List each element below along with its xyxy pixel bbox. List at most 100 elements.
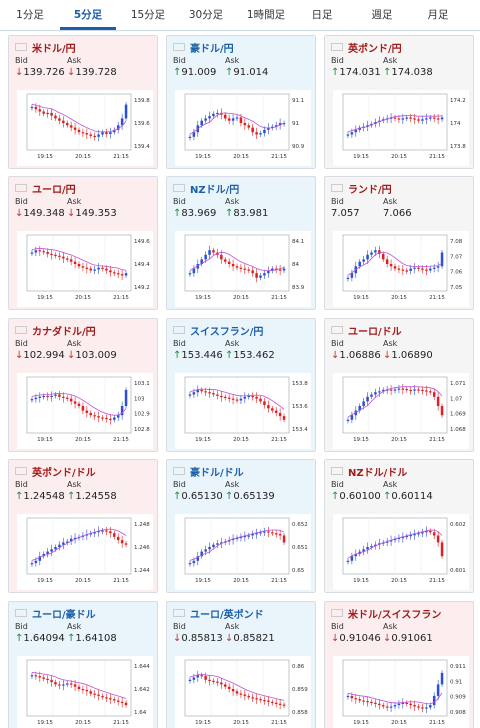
mini-chart[interactable]: 0.652 0.651 0.65 19:15 20:15 21:15	[175, 514, 311, 590]
bid-value: 0.65130	[181, 491, 223, 502]
currency-pair[interactable]: 豪ドル/円	[190, 43, 234, 55]
rate-card[interactable]: 米ドル/円 Bid Ask ↓139.726 ↓139.728 139.8 139.6 139…	[8, 35, 158, 169]
rate-card[interactable]: NZドル/円 Bid Ask ↑83.969 ↑83.981 84.1 84 83.9 19:1…	[166, 176, 316, 310]
candle-body	[239, 117, 243, 123]
rate-card[interactable]: ランド/円 Bid Ask 7.057 7.066 7.08 7.07 7.06 7.05 19:…	[324, 176, 474, 310]
currency-pair[interactable]: ユーロ/英ポンド	[190, 609, 264, 621]
candle-body	[346, 419, 350, 421]
candle-body	[239, 267, 243, 269]
card-header: 米ドル/スイスフラン	[331, 606, 442, 621]
candle-body	[120, 701, 124, 704]
mini-chart[interactable]: 174.2 174 173.8 19:15 20:15 21:15	[333, 90, 469, 166]
y-tick-label: 103	[134, 396, 145, 402]
arrow-up-icon: ↑	[15, 633, 24, 644]
rate-card[interactable]: ユーロ/豪ドル Bid Ask ↑1.64094 ↑1.64108 1.644 1.642 1…	[8, 601, 158, 728]
mini-chart[interactable]: 1.071 1.07 1.069 1.068 19:15 20:15 21:15	[333, 373, 469, 449]
mini-chart[interactable]: 103.1 103 102.9 102.8 19:15 20:15 21:15	[17, 373, 153, 449]
mini-chart[interactable]: 139.8 139.6 139.4 19:15 20:15 21:15	[17, 90, 153, 166]
mini-chart[interactable]: 1.248 1.246 1.244 19:15 20:15 21:15	[17, 514, 153, 590]
x-tick-label: 21:15	[113, 720, 129, 726]
tab-30min[interactable]: 30分足	[188, 9, 224, 21]
candle-body	[436, 118, 440, 120]
mini-chart[interactable]: 7.08 7.07 7.06 7.05 19:15 20:15 21:15	[333, 231, 469, 307]
candle-body	[378, 391, 381, 393]
rate-card[interactable]: 豪ドル/ドル Bid Ask ↑0.65130 ↑0.65139 0.652 0.651 0.…	[166, 459, 316, 593]
mini-chart[interactable]: 1.644 1.642 1.64 19:15 20:15 21:15	[17, 656, 153, 728]
currency-pair[interactable]: ユーロ/ドル	[348, 326, 402, 338]
candle-body	[247, 695, 251, 698]
mini-chart[interactable]: 153.8 153.6 153.4 19:15 20:15 21:15	[175, 373, 311, 449]
y-tick-label: 91.1	[292, 98, 304, 104]
moving-average-line	[347, 251, 443, 276]
candle-body	[62, 542, 65, 545]
rate-card[interactable]: ユーロ/円 Bid Ask ↓149.348 ↓149.353 149.6 149.4 149…	[8, 176, 158, 310]
currency-pair[interactable]: 米ドル/円	[32, 43, 76, 55]
currency-pair[interactable]: カナダドル/円	[32, 326, 96, 338]
rate-card[interactable]: ユーロ/英ポンド Bid Ask ↓0.85813 ↓0.85821 0.86 0.859 0…	[166, 601, 316, 728]
mini-chart[interactable]: 0.602 0.601 19:15 20:15 21:15	[333, 514, 469, 590]
currency-pair[interactable]: ユーロ/円	[32, 184, 76, 196]
tab-1min[interactable]: 1分足	[16, 9, 44, 21]
candle-body	[235, 691, 239, 694]
candle-body	[409, 535, 412, 537]
candle-body	[231, 689, 235, 692]
arrow-up-icon: ↑	[173, 350, 182, 361]
rate-card[interactable]: ユーロ/ドル Bid Ask ↓1.06886 ↓1.06890 1.071 1.07 1.0…	[324, 318, 474, 452]
x-tick-label: 21:15	[113, 154, 129, 160]
tab-monthly[interactable]: 月足	[427, 9, 449, 21]
tab-15min[interactable]: 15分足	[130, 9, 166, 21]
bid-value: 174.031	[339, 67, 381, 78]
x-tick-label: 19:15	[37, 295, 53, 301]
candle-body	[38, 396, 42, 398]
candle-body	[93, 532, 96, 534]
candle-body	[97, 530, 100, 533]
mini-chart[interactable]: 0.911 0.91 0.909 0.908 19:15 20:15 21:15	[333, 656, 469, 728]
candle-body	[188, 273, 192, 275]
arrow-down-icon: ↓	[15, 208, 24, 219]
arrow-up-icon: ↑	[173, 491, 182, 502]
mini-chart[interactable]: 84.1 84 83.9 19:15 20:15 21:15	[175, 231, 311, 307]
currency-pair[interactable]: ランド/円	[348, 184, 392, 196]
bid-value: 1.64094	[23, 633, 65, 644]
ask-label: Ask	[67, 480, 82, 489]
candle-body	[381, 253, 385, 260]
mini-chart[interactable]: 91.1 91 90.9 19:15 20:15 21:15	[175, 90, 311, 166]
tab-weekly[interactable]: 週足	[371, 9, 393, 21]
candle-body	[38, 556, 42, 561]
rate-card[interactable]: 英ポンド/円 Bid Ask ↑174.031 ↑174.038 174.2 174 173.…	[324, 35, 474, 169]
candlestick-chart: 84.1 84 83.9 19:15 20:15 21:15	[184, 234, 305, 301]
rate-card[interactable]: 豪ドル/円 Bid Ask ↑91.009 ↑91.014 91.1 91 90.9 19:15…	[166, 35, 316, 169]
rate-card[interactable]: 英ポンド/ドル Bid Ask ↑1.24548 ↑1.24558 1.248 1.246 1…	[8, 459, 158, 593]
currency-pair[interactable]: 豪ドル/ドル	[190, 467, 244, 479]
candle-body	[30, 252, 34, 254]
currency-pair[interactable]: 英ポンド/ドル	[32, 467, 96, 479]
candle-body	[69, 538, 73, 542]
currency-pair[interactable]: NZドル/円	[190, 184, 240, 196]
tab-1hour[interactable]: 1時間足	[246, 9, 286, 21]
candle-body	[54, 547, 57, 550]
currency-pair[interactable]: 米ドル/スイスフラン	[348, 609, 442, 621]
currency-pair[interactable]: ユーロ/豪ドル	[32, 609, 96, 621]
ask-value: 0.85821	[233, 633, 275, 644]
y-tick-label: 0.91	[450, 679, 462, 685]
ask-label: Ask	[383, 480, 398, 489]
x-tick-label: 19:15	[353, 578, 369, 584]
currency-pair[interactable]: スイスフラン/円	[190, 326, 264, 338]
currency-pair[interactable]: NZドル/ドル	[348, 467, 408, 479]
rate-card[interactable]: スイスフラン/円 Bid Ask ↑153.446 ↑153.462 153.8 153.6…	[166, 318, 316, 452]
candle-body	[263, 401, 266, 406]
y-tick-label: 83.9	[292, 285, 305, 291]
candle-body	[401, 536, 405, 539]
mini-chart[interactable]: 0.86 0.859 0.858 19:15 20:15 21:15	[175, 656, 311, 728]
tab-daily[interactable]: 日足	[311, 9, 333, 21]
candle-body	[251, 534, 254, 536]
candle-body	[421, 532, 424, 534]
tab-5min[interactable]: 5分足	[60, 0, 116, 30]
rate-card[interactable]: NZドル/ドル Bid Ask ↑0.60100 ↑0.60114 0.602 0.601 1…	[324, 459, 474, 593]
currency-pair[interactable]: 英ポンド/円	[348, 43, 402, 55]
candle-body	[247, 125, 251, 128]
candle-body	[362, 549, 365, 552]
mini-chart[interactable]: 149.6 149.4 149.2 19:15 20:15 21:15	[17, 231, 153, 307]
rate-card[interactable]: カナダドル/円 Bid Ask ↓102.994 ↓103.009 103.1 103 102…	[8, 318, 158, 452]
rate-card[interactable]: 米ドル/スイスフラン Bid Ask ↓0.91046 ↓0.91061 0.911 0.9…	[324, 601, 474, 728]
